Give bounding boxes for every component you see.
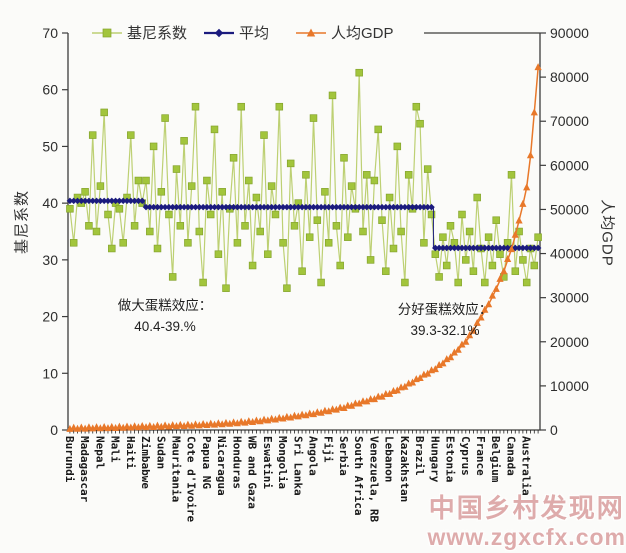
x-tick-label: Cote d'Ivoire	[185, 436, 198, 522]
x-tick-label: Burundi	[63, 436, 76, 483]
left-axis-title: 基尼系数	[13, 189, 31, 255]
axes	[67, 32, 541, 431]
x-tick-label: Mauritania	[169, 436, 182, 502]
x-tick-label: Brazil	[413, 436, 426, 476]
x-tick-label: Canada	[504, 436, 517, 476]
x-tick-label: Cyprus	[459, 436, 472, 476]
y-axis-right: 0 10000 20000 30000 40000 50000 60000 70000 8000…	[540, 25, 589, 438]
legend-label: 基尼系数	[127, 25, 187, 42]
x-tick-label: Honduras	[230, 436, 243, 489]
y-tick-label: 90000	[550, 25, 589, 41]
right-axis-title: 人均GDP	[598, 199, 616, 267]
average-series	[66, 197, 542, 252]
y-tick-label: 20	[42, 309, 58, 325]
x-tick-label: Australia	[520, 436, 533, 496]
annotation-line: 40.4-39.%	[134, 318, 196, 334]
x-tick-label: Mongolia	[276, 436, 289, 489]
y-axis-left: 0 10 20 30 40 50 60 70	[42, 25, 68, 438]
annotation-grow-cake: 做大蛋糕效应： 40.4-39.%	[86, 296, 244, 338]
annotation-line: 39.3-32.1%	[410, 322, 480, 338]
gini-series	[66, 68, 542, 292]
y-tick-label: 40	[42, 195, 58, 211]
x-tick-label: France	[474, 436, 487, 476]
x-tick-label: Eswatini	[261, 436, 274, 489]
gdp-series	[66, 63, 542, 432]
x-tick-label: Angola	[307, 436, 320, 476]
annotation-divide-cake: 分好蛋糕效应： 39.3-32.1%	[366, 300, 524, 342]
x-tick-label: South Africa	[352, 436, 365, 515]
x-tick-label: Belgium	[489, 436, 502, 483]
legend-label: 平均	[239, 25, 269, 42]
annotation-line: 做大蛋糕效应：	[117, 298, 213, 313]
y-tick-label: 20000	[550, 334, 589, 350]
x-tick-label: Madagascar	[78, 436, 91, 503]
x-tick-label: Lebanon	[383, 436, 396, 482]
x-tick-label: Serbia	[337, 436, 350, 476]
x-tick-label: WB and Gaza	[246, 436, 259, 509]
x-axis: Burundi Madagascar Nepal Mali Haiti Zimbabwe S…	[63, 430, 539, 522]
y-tick-label: 10	[42, 365, 58, 381]
y-tick-label: 10000	[550, 378, 589, 394]
x-tick-label: Venezuela, RB	[367, 436, 380, 522]
y-tick-label: 0	[50, 422, 58, 438]
x-tick-label: Sri Lanka	[291, 436, 304, 496]
x-tick-label: Mali	[109, 436, 122, 463]
annotation-line: 分好蛋糕效应：	[397, 302, 493, 317]
y-tick-label: 30	[42, 252, 58, 268]
y-tick-label: 40000	[550, 246, 589, 262]
legend: 基尼系数 平均 人均GDP	[92, 25, 394, 42]
x-tick-label: Kazakhstan	[398, 436, 411, 502]
legend-item-gdp: 人均GDP	[296, 25, 394, 42]
x-tick-label: Hungary	[428, 436, 441, 483]
x-tick-label: Zimbabwe	[139, 436, 152, 489]
x-tick-label: Sudan	[154, 436, 167, 469]
x-tick-label: Estonia	[444, 436, 457, 482]
watermark: 中国乡村发现网 www.zgxcfx.com	[427, 492, 626, 550]
x-tick-label: Nicaragua	[215, 436, 228, 496]
y-tick-label: 50000	[550, 201, 589, 217]
y-tick-label: 70000	[550, 113, 589, 129]
watermark-url: www.zgxcfx.com	[427, 523, 626, 550]
y-tick-label: 60	[42, 82, 58, 98]
legend-item-gini: 基尼系数	[92, 25, 187, 42]
watermark-site-name: 中国乡村发现网	[428, 492, 625, 523]
y-tick-label: 30000	[550, 290, 589, 306]
x-tick-label: Haiti	[124, 436, 137, 469]
y-tick-label: 50	[42, 138, 58, 154]
legend-label: 人均GDP	[331, 25, 394, 42]
x-tick-label: Fiji	[322, 436, 335, 463]
y-tick-label: 0	[550, 422, 558, 438]
legend-item-average: 平均	[204, 25, 269, 42]
x-tick-label: Papua NG	[200, 436, 213, 489]
y-tick-label: 70	[42, 25, 58, 41]
y-tick-label: 80000	[550, 69, 589, 85]
x-tick-label: Nepal	[93, 436, 106, 469]
y-tick-label: 60000	[550, 157, 589, 173]
